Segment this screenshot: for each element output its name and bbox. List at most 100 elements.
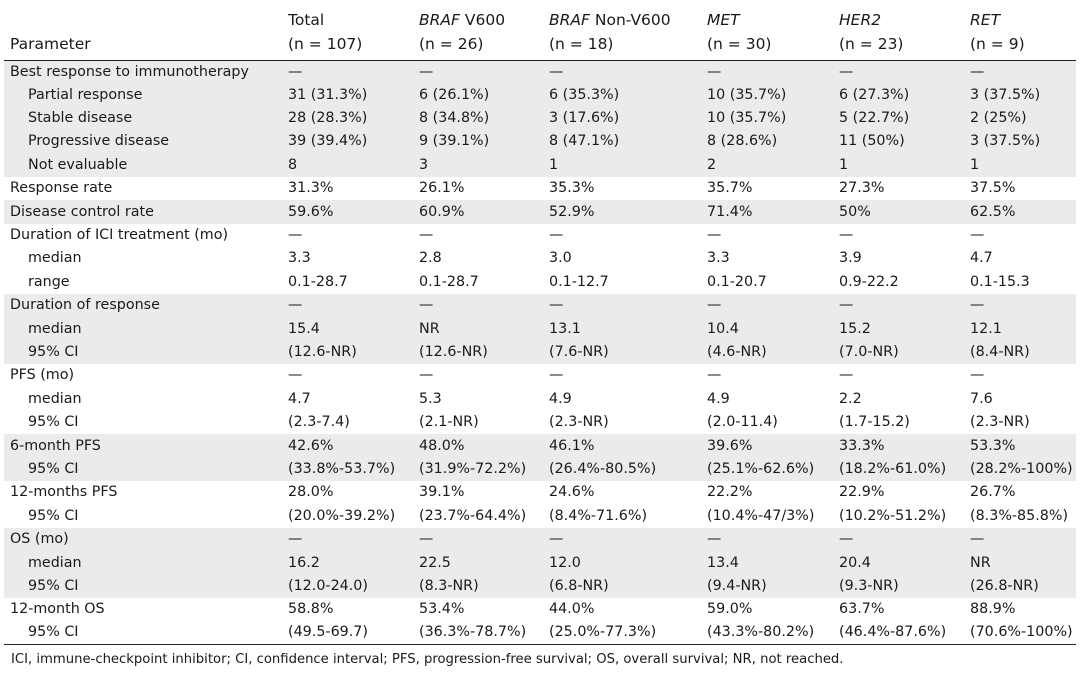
table-cell: (8.3-NR) [413, 574, 543, 599]
table-row: Duration of ICI treatment (mo) — — — — — — [4, 224, 1076, 247]
row-parameter: Disease control rate [4, 200, 282, 224]
column-header-label: BRAF V600 [419, 8, 543, 32]
table-row: 12-month OS 58.8% 53.4% 44.0% 59.0% 63.7% 88.9… [4, 598, 1076, 621]
table-row: Duration of response — — — — — — [4, 294, 1076, 318]
column-header-label: MET [707, 8, 833, 32]
table-cell: (8.4%-71.6%) [549, 507, 648, 524]
gene-name: BRAF [419, 10, 460, 29]
table-cell: (26.4%-80.5%) [543, 457, 701, 482]
row-parameter: OS (mo) [4, 527, 282, 552]
table-cell: (2.3-NR) [549, 414, 609, 431]
table-cell: 46.1% [543, 434, 701, 458]
table-row: 95% CI (2.3-7.4) (2.1-NR) (2.3-NR) (2.0-11.4… [4, 411, 1076, 434]
table-cell: (20.0%-39.2%) [288, 507, 396, 524]
column-header: RET (n = 9) [964, 4, 1076, 60]
table-cell: 63.7% [839, 601, 885, 618]
table-cell: (25.1%-62.6%) [701, 457, 833, 482]
table-cell: 1 [833, 153, 964, 178]
gene-variant: V600 [459, 10, 506, 29]
table-cell: 50% [833, 200, 964, 224]
table-cell: 3.3 [707, 250, 730, 267]
table-cell: 53.4% [419, 601, 465, 618]
table-cell: 12.1 [964, 317, 1076, 341]
column-header-label: Total [288, 10, 325, 29]
table-row: 12-months PFS 28.0% 39.1% 24.6% 22.2% 22.9% 26… [4, 481, 1076, 504]
table-cell: 5 (22.7%) [833, 106, 964, 131]
column-header: Total (n = 107) [282, 4, 413, 60]
table-row: 95% CI (49.5-69.7) (36.3%-78.7%) (25.0%-77.… [4, 621, 1076, 645]
table-cell: 10.4 [701, 317, 833, 341]
gene-name: MET [707, 10, 740, 29]
row-parameter: 95% CI [4, 457, 282, 482]
table-cell: 0.1-12.7 [549, 273, 609, 290]
table-cell: 53.3% [964, 434, 1076, 458]
table-row: 95% CI (20.0%-39.2%) (23.7%-64.4%) (8.4%-71… [4, 505, 1076, 528]
table-cell: 3 (37.5%) [964, 83, 1076, 107]
table-cell: (12.0-24.0) [282, 574, 413, 599]
row-parameter: 12-months PFS [10, 484, 118, 501]
row-parameter: range [28, 273, 70, 290]
table-cell: — [419, 367, 434, 384]
table-cell: (18.2%-61.0%) [833, 457, 964, 482]
table-cell: 0.9-22.2 [839, 273, 899, 290]
table-row: Not evaluable 8 3 1 2 1 1 [4, 153, 1076, 178]
table-cell: (12.6-NR) [282, 340, 413, 365]
table-cell: 59.6% [282, 200, 413, 224]
table-cell: (8.4-NR) [964, 340, 1076, 365]
table-cell: 3 (17.6%) [543, 106, 701, 131]
table-cell: 59.0% [707, 601, 753, 618]
table-cell: — [964, 60, 1076, 84]
table-cell: — [549, 227, 564, 244]
table-cell: — [964, 294, 1076, 318]
column-header-count: (n = 30) [707, 34, 772, 53]
table-row: Partial response 31 (31.3%) 6 (26.1%) 6 (35… [4, 83, 1076, 107]
table-cell: 11 (50%) [833, 130, 964, 154]
table-row: median 15.4 NR 13.1 10.4 15.2 12.1 [4, 317, 1076, 341]
table-row: Stable disease 28 (28.3%) 8 (34.8%) 3 (17.6… [4, 106, 1076, 131]
table-cell: — [964, 527, 1076, 552]
table-cell: (36.3%-78.7%) [419, 624, 527, 641]
table-cell: 16.2 [282, 551, 413, 575]
table-cell: 71.4% [701, 200, 833, 224]
row-parameter: 95% CI [4, 574, 282, 599]
table-cell: 24.6% [549, 484, 595, 501]
table-cell: — [282, 294, 413, 318]
row-parameter: Response rate [10, 180, 113, 197]
table-row: 95% CI (12.6-NR) (12.6-NR) (7.6-NR) (4.6-NR)… [4, 340, 1076, 365]
table-cell: 6 (35.3%) [543, 83, 701, 107]
table-cell: 27.3% [839, 180, 885, 197]
table-cell: 5.3 [419, 390, 442, 407]
row-parameter: Not evaluable [4, 153, 282, 178]
table-cell: — [288, 227, 303, 244]
table-cell: 8 (47.1%) [543, 130, 701, 154]
table-cell: 3.3 [288, 250, 311, 267]
table-cell: — [707, 227, 722, 244]
table-cell: 8 [282, 153, 413, 178]
table-cell: (23.7%-64.4%) [419, 507, 527, 524]
table-cell: — [833, 60, 964, 84]
table-row: Best response to immunotherapy — — — — — — [4, 60, 1076, 84]
table-row: range 0.1-28.7 0.1-28.7 0.1-12.7 0.1-20.7 0.9… [4, 271, 1076, 294]
table-cell: 8 (28.6%) [701, 130, 833, 154]
table-cell: — [701, 294, 833, 318]
table-cell: 13.1 [543, 317, 701, 341]
table-cell: (8.3%-85.8%) [970, 507, 1069, 524]
row-parameter: median [28, 250, 82, 267]
row-parameter: median [4, 317, 282, 341]
table-cell: 3.9 [839, 250, 862, 267]
table-cell: 31.3% [288, 180, 334, 197]
table-cell: 35.3% [549, 180, 595, 197]
table-cell: 39 (39.4%) [282, 130, 413, 154]
table-cell: (31.9%-72.2%) [413, 457, 543, 482]
table-cell: 15.4 [282, 317, 413, 341]
table-cell: 62.5% [964, 200, 1076, 224]
table-cell: 31 (31.3%) [282, 83, 413, 107]
table-cell: 3.0 [549, 250, 572, 267]
table-cell: 4.9 [707, 390, 730, 407]
table-cell: 22.5 [413, 551, 543, 575]
table-cell: (33.8%-53.7%) [282, 457, 413, 482]
row-parameter: median [4, 551, 282, 575]
table-cell: — [970, 367, 985, 384]
table-cell: — [543, 60, 701, 84]
table-cell: (2.0-11.4) [707, 414, 778, 431]
